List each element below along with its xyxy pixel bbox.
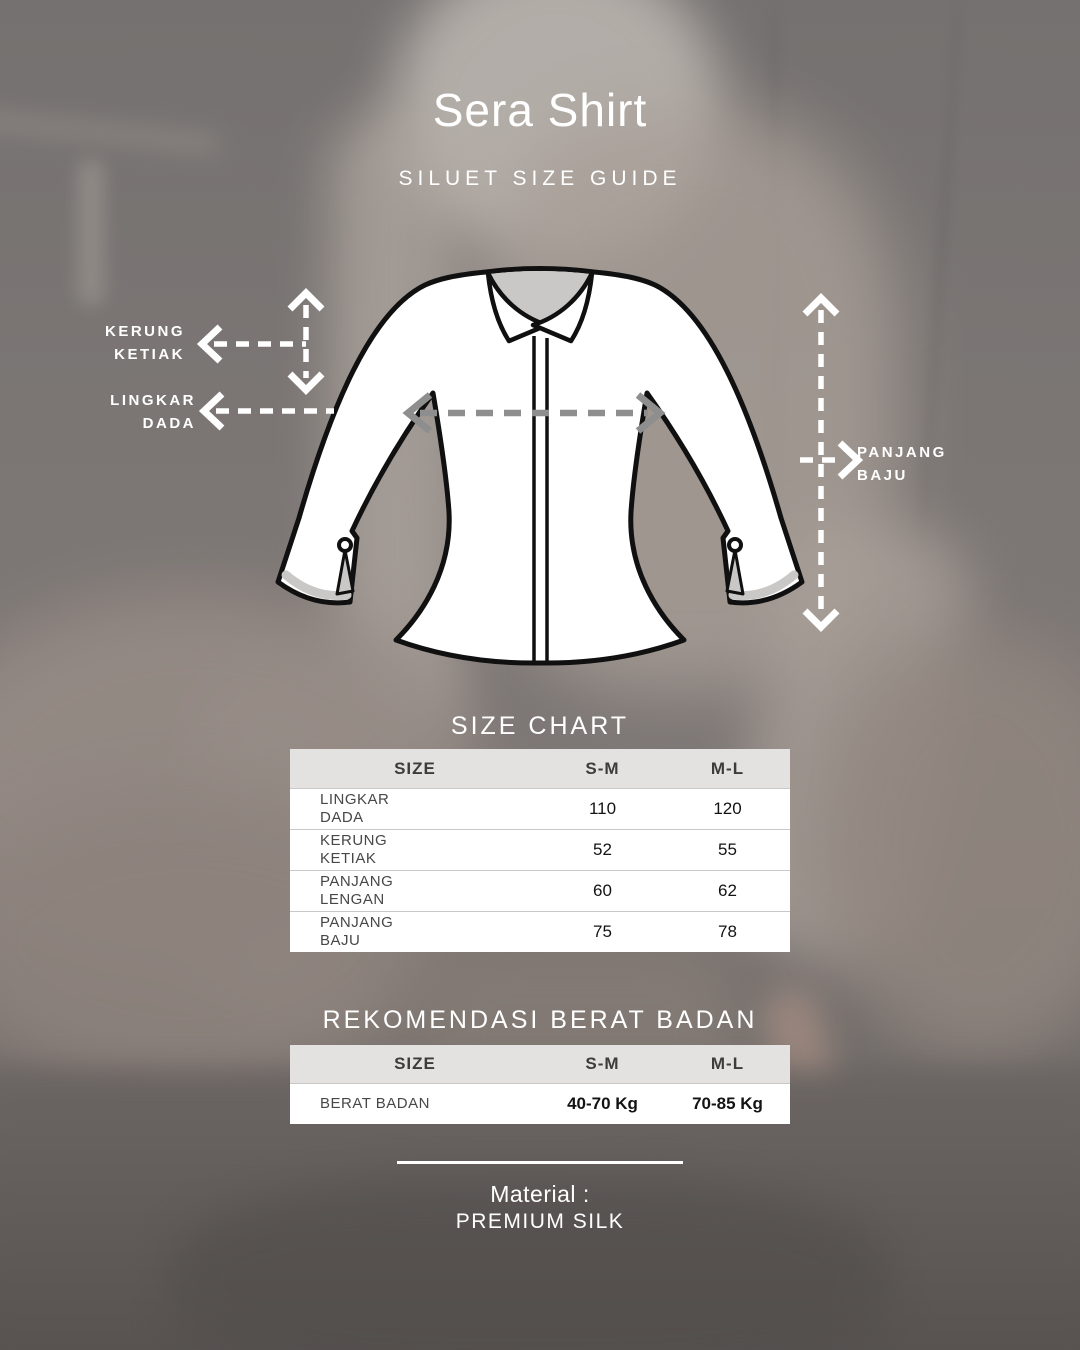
page-subtitle: SILUET SIZE GUIDE [398,167,682,190]
row-value-ml: 120 [713,799,742,818]
column-header-size: SIZE [394,758,436,778]
size-chart-heading: SIZE CHART [450,712,630,740]
table-header-row: SIZE S-M M-L [290,1045,790,1083]
lingkar-pointer-arrow [198,391,334,431]
footer-divider [397,1161,683,1164]
weight-chart-table: SIZE S-M M-L BERAT BADAN 40-70 Kg 70-85 … [290,1045,790,1124]
column-header-sm: S-M [585,758,620,778]
material-value: PREMIUM SILK [455,1210,625,1233]
row-label: PANJANG BAJU [320,914,394,949]
table-row: PANJANG BAJU 75 78 [290,911,790,952]
label-panjang-baju: PANJANG BAJU [857,444,947,484]
row-value-ml: 70-85 Kg [692,1094,763,1113]
column-header-ml: M-L [710,758,745,778]
bg-couch [815,630,1080,1060]
table-row: PANJANG LENGAN 60 62 [290,870,790,911]
cuff-keyhole [335,548,355,596]
label-kerung-ketiak: KERUNG KETIAK [104,323,185,363]
row-label: PANJANG LENGAN [320,873,394,908]
material-label: Material : [490,1181,590,1207]
length-arrow [802,293,840,632]
column-header-sm: S-M [585,1054,620,1073]
row-value-ml: 62 [718,881,737,900]
shirt-measurement-diagram: KERUNG KETIAK LINGKAR DADA PANJANG BAJU [0,260,1080,680]
table-row: KERUNG KETIAK 52 55 [290,829,790,870]
row-label: BERAT BADAN [320,1095,430,1112]
table-header-row: SIZE S-M M-L [290,749,790,788]
armhole-arrow [287,288,325,395]
row-value-sm: 52 [593,840,612,859]
bg-candle [78,160,104,305]
kerung-pointer-arrow [196,324,306,364]
column-header-ml: M-L [710,1054,745,1073]
column-header-size: SIZE [394,1054,436,1073]
cuff-keyhole [725,548,745,596]
row-label: KERUNG KETIAK [320,832,388,867]
table-row: LINGKAR DADA 110 120 [290,788,790,829]
panjang-pointer-arrow [800,440,864,480]
label-lingkar-dada: LINGKAR DADA [110,392,196,432]
table-row: BERAT BADAN 40-70 Kg 70-85 Kg [290,1083,790,1124]
page-title: Sera Shirt [432,84,648,136]
collar-flap [530,270,595,344]
chest-width-arrow [402,392,666,434]
row-value-ml: 55 [718,840,737,859]
row-value-sm: 110 [588,799,617,818]
row-value-sm: 40-70 Kg [567,1094,638,1113]
shirt-outline [275,266,805,666]
bg-rug [170,1180,890,1350]
shirt-diagram-graphic [196,266,864,666]
row-value-sm: 60 [593,881,612,900]
size-chart-table: SIZE S-M M-L LINGKAR DADA 110 120 KERUNG… [290,749,790,952]
row-label: LINGKAR DADA [320,791,390,826]
weight-chart-heading: REKOMENDASI BERAT BADAN [322,1006,758,1034]
row-value-ml: 78 [718,922,737,941]
row-value-sm: 75 [593,922,612,941]
